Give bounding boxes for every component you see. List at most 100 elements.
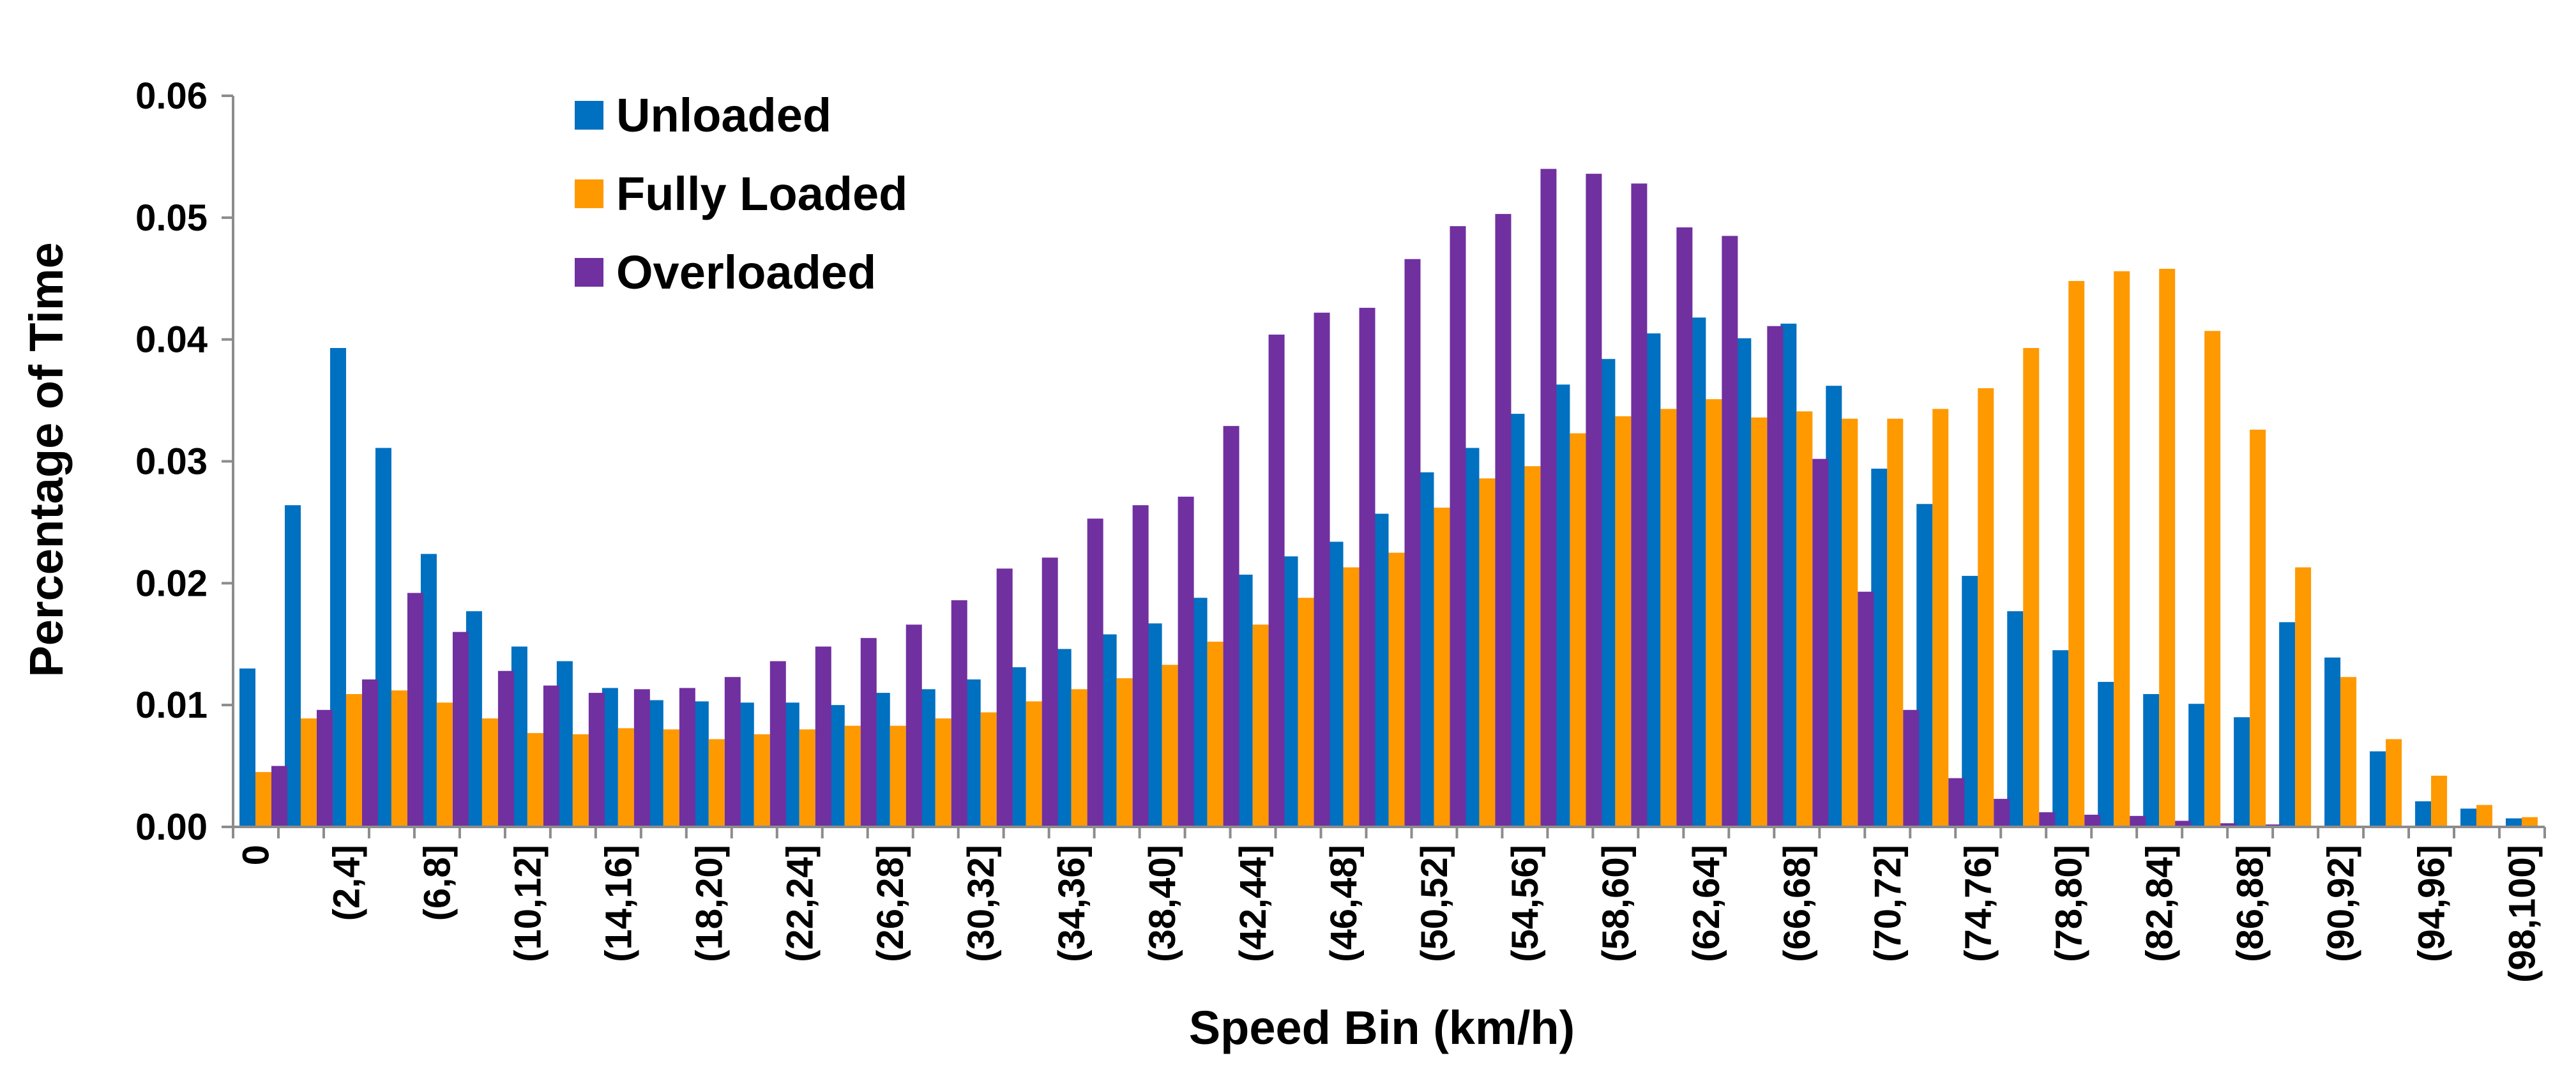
- bar-unloaded-20: [1146, 623, 1162, 827]
- bar-overloaded-17: [1042, 557, 1058, 827]
- bar-unloaded-1: [284, 505, 301, 827]
- bar-fully-loaded-42: [2159, 268, 2176, 828]
- x-tick-label: (22,24]: [779, 845, 821, 962]
- x-tick-label: (86,88]: [2230, 845, 2271, 962]
- x-tick-label: (38,40]: [1142, 845, 1183, 962]
- bar-overloaded-38: [1994, 799, 2010, 827]
- bar-overloaded-13: [860, 638, 877, 827]
- bar-unloaded-0: [239, 668, 255, 827]
- bar-unloaded-40: [2052, 650, 2069, 827]
- bar-fully-loaded-48: [2431, 775, 2448, 827]
- x-tick-label: (42,44]: [1232, 845, 1274, 962]
- bar-unloaded-48: [2415, 801, 2432, 827]
- x-tick-label: (58,60]: [1595, 845, 1637, 962]
- bar-overloaded-32: [1722, 236, 1738, 828]
- bar-unloaded-42: [2143, 693, 2160, 827]
- bar-fully-loaded-35: [1842, 418, 1858, 827]
- bar-overloaded-42: [2175, 821, 2192, 827]
- x-axis-title: Speed Bin (km/h): [1189, 1001, 1575, 1054]
- bar-unloaded-3: [375, 448, 391, 827]
- x-tick-label: 0: [235, 845, 277, 865]
- legend-label-unloaded: Unloaded: [616, 89, 831, 142]
- bar-overloaded-15: [951, 600, 967, 827]
- bar-unloaded-10: [692, 701, 709, 827]
- axes-group: [222, 95, 2546, 838]
- bar-unloaded-12: [783, 702, 799, 827]
- bar-unloaded-30: [1599, 359, 1616, 827]
- bar-fully-loaded-46: [2340, 677, 2357, 827]
- y-tick-label: 0.00: [135, 806, 208, 848]
- x-tick-label: (18,20]: [688, 845, 730, 962]
- bar-overloaded-39: [2039, 812, 2056, 827]
- bar-overloaded-1: [316, 709, 333, 827]
- bar-fully-loaded-21: [1207, 641, 1224, 827]
- x-tick-label: (10,12]: [507, 845, 549, 962]
- bar-fully-loaded-15: [935, 718, 951, 827]
- bar-fully-loaded-24: [1343, 567, 1360, 827]
- bar-fully-loaded-44: [2250, 429, 2266, 827]
- bar-overloaded-23: [1314, 312, 1330, 827]
- bar-fully-loaded-4: [436, 702, 453, 827]
- bar-fully-loaded-37: [1932, 409, 1949, 827]
- bar-overloaded-19: [1132, 505, 1149, 827]
- bar-fully-loaded-18: [1071, 689, 1087, 827]
- bar-fully-loaded-1: [300, 718, 317, 827]
- legend-swatch-unloaded: [575, 101, 603, 130]
- bar-fully-loaded-45: [2295, 567, 2312, 827]
- x-tick-label: (62,64]: [1686, 845, 1727, 962]
- bar-overloaded-9: [679, 688, 695, 827]
- bar-fully-loaded-0: [255, 772, 271, 828]
- bar-unloaded-35: [1826, 386, 1842, 827]
- bar-unloaded-4: [420, 554, 437, 827]
- bar-fully-loaded-22: [1252, 624, 1269, 827]
- bar-fully-loaded-17: [1026, 701, 1042, 827]
- bar-fully-loaded-32: [1706, 399, 1722, 827]
- bar-overloaded-16: [996, 568, 1013, 827]
- bar-unloaded-32: [1690, 317, 1706, 827]
- bar-overloaded-28: [1540, 169, 1557, 827]
- x-tick-label: (50,52]: [1414, 845, 1455, 962]
- bar-fully-loaded-20: [1162, 665, 1178, 827]
- bar-unloaded-15: [919, 689, 936, 827]
- bar-overloaded-30: [1631, 183, 1648, 827]
- bar-fully-loaded-39: [2023, 348, 2040, 827]
- x-tick-labels: 0 (2,4] (6,8] (10,12] (14,16] (18,20] (22,24] (…: [235, 845, 2543, 983]
- bar-overloaded-20: [1178, 496, 1194, 827]
- bar-unloaded-36: [1871, 468, 1888, 827]
- bar-overloaded-11: [769, 661, 786, 827]
- bar-fully-loaded-16: [980, 712, 997, 827]
- legend-swatch-overloaded: [575, 258, 603, 287]
- legend-label-overloaded: Overloaded: [616, 246, 876, 299]
- x-tick-label: (34,36]: [1051, 845, 1093, 962]
- bar-unloaded-25: [1372, 513, 1389, 827]
- bar-overloaded-18: [1087, 518, 1103, 827]
- bar-unloaded-26: [1418, 472, 1434, 827]
- bar-fully-loaded-38: [1978, 388, 1994, 827]
- bar-overloaded-6: [543, 685, 559, 827]
- y-axis-title: Percentage of Time: [20, 242, 73, 677]
- x-tick-label: (46,48]: [1323, 845, 1365, 962]
- y-tick-label: 0.02: [135, 563, 208, 604]
- bar-overloaded-41: [2130, 815, 2146, 827]
- bar-fully-loaded-23: [1298, 598, 1314, 827]
- bar-fully-loaded-14: [890, 725, 906, 827]
- bar-fully-loaded-47: [2386, 739, 2402, 827]
- x-tick-label: (2,4]: [326, 845, 367, 921]
- bar-fully-loaded-13: [844, 725, 861, 827]
- x-tick-label: (6,8]: [416, 845, 458, 921]
- bar-overloaded-35: [1858, 591, 1874, 827]
- legend-label-fully-loaded: Fully Loaded: [616, 167, 907, 220]
- x-tick-label: (82,84]: [2139, 845, 2181, 962]
- bar-unloaded-44: [2234, 717, 2250, 827]
- bar-overloaded-40: [2084, 814, 2101, 827]
- bar-fully-loaded-25: [1388, 552, 1405, 828]
- bar-fully-loaded-43: [2204, 331, 2221, 827]
- bar-unloaded-7: [556, 661, 573, 827]
- bar-fully-loaded-3: [391, 690, 407, 827]
- bar-unloaded-34: [1780, 323, 1797, 827]
- bar-overloaded-5: [497, 670, 514, 827]
- x-tick-label: (30,32]: [960, 845, 1002, 962]
- bar-fully-loaded-11: [754, 734, 770, 827]
- y-tick-label: 0.01: [135, 684, 208, 726]
